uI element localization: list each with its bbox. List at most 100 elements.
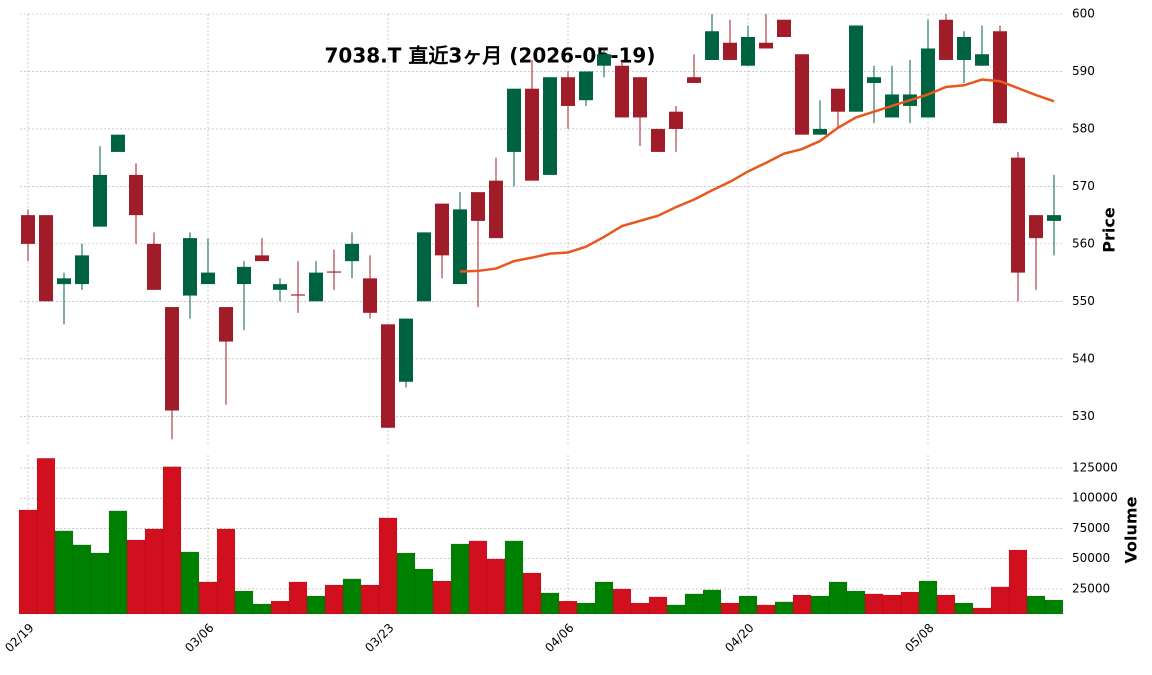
y-tick-label: 580 xyxy=(1072,121,1095,135)
candle-body xyxy=(471,192,485,221)
volume-bar xyxy=(774,601,794,615)
candle-body xyxy=(921,48,935,118)
candle-body xyxy=(777,19,791,37)
volume-tick-label: 100000 xyxy=(1072,491,1118,505)
volume-bar xyxy=(630,602,650,615)
volume-bar xyxy=(540,592,560,615)
candle-body xyxy=(831,88,845,112)
volume-bar xyxy=(468,540,488,615)
candle-body xyxy=(363,278,377,313)
volume-bar xyxy=(18,509,38,615)
candle-body xyxy=(237,266,251,285)
x-tick-label: 04/06 xyxy=(542,621,576,655)
y-tick-label: 550 xyxy=(1072,294,1095,308)
y-tick-label: 590 xyxy=(1072,64,1095,78)
candle-body xyxy=(21,215,35,244)
candle-body xyxy=(975,54,989,66)
volume-bar xyxy=(432,580,452,615)
volume-bar xyxy=(504,540,524,615)
volume-bar xyxy=(792,594,812,615)
volume-bar xyxy=(342,578,362,615)
candle-body xyxy=(867,77,881,83)
volume-bar xyxy=(972,607,992,615)
candle-body xyxy=(1011,157,1025,273)
candle-body xyxy=(615,65,629,118)
candle-body xyxy=(759,42,773,49)
candle-body xyxy=(57,278,71,285)
x-tick-label: 03/23 xyxy=(362,621,396,655)
volume-bar xyxy=(378,517,398,615)
volume-bar xyxy=(846,590,866,615)
volume-bar xyxy=(864,593,884,615)
candle-body xyxy=(129,174,143,216)
volume-bar xyxy=(360,584,380,615)
candle-body xyxy=(1029,215,1043,239)
volume-bar xyxy=(36,458,56,615)
candle-body xyxy=(525,88,539,181)
candle-body xyxy=(75,255,89,285)
volume-bar xyxy=(234,590,254,615)
volume-bar xyxy=(180,551,200,615)
volume-bar xyxy=(810,595,830,615)
y-tick-label: 560 xyxy=(1072,236,1095,250)
candle-body xyxy=(165,307,179,411)
volume-bar xyxy=(576,602,596,615)
volume-bar xyxy=(954,602,974,615)
volume-bar xyxy=(936,594,956,615)
candle-body xyxy=(381,324,395,428)
candle-body xyxy=(111,134,125,152)
volume-bar xyxy=(756,604,776,615)
candle-body xyxy=(561,77,575,106)
volume-axis-label: Volume xyxy=(1122,496,1141,563)
volume-bar xyxy=(738,595,758,615)
volume-bar xyxy=(126,539,146,615)
candle-body xyxy=(795,54,809,135)
volume-bar xyxy=(216,528,236,615)
volume-bar xyxy=(54,530,74,615)
moving-average xyxy=(459,78,1055,273)
candle-body xyxy=(579,71,593,101)
volume-bar xyxy=(684,593,704,615)
candle-body xyxy=(993,31,1007,124)
volume-bar xyxy=(72,544,92,615)
candle-body xyxy=(345,243,359,262)
y-axis-label: Price xyxy=(1100,207,1119,253)
candle-body xyxy=(633,77,647,118)
candle-body xyxy=(255,255,269,262)
candle-body xyxy=(399,318,413,382)
volume-bar xyxy=(648,596,668,615)
volume-bar xyxy=(90,552,110,615)
candle-body xyxy=(813,128,827,135)
volume-bar xyxy=(450,543,470,615)
volume-bar xyxy=(306,595,326,615)
candle-body xyxy=(291,294,305,296)
volume-bar xyxy=(198,581,218,615)
volume-bar xyxy=(414,568,434,615)
volume-bar xyxy=(1026,595,1046,615)
candle-body xyxy=(39,215,53,302)
volume-bar xyxy=(612,588,632,615)
volume-bar xyxy=(900,591,920,615)
candle-body xyxy=(597,54,611,66)
candle-body xyxy=(309,272,323,302)
candle-body xyxy=(507,88,521,152)
volume-bar xyxy=(522,572,542,615)
volume-bar xyxy=(396,552,416,615)
volume-bar xyxy=(486,558,506,615)
volume-tick-label: 50000 xyxy=(1072,551,1110,565)
candle-body xyxy=(435,203,449,256)
candle-body xyxy=(147,243,161,290)
candle-body xyxy=(93,174,107,227)
x-tick-label: 02/19 xyxy=(2,621,36,655)
candle-body xyxy=(543,77,557,175)
candle-body xyxy=(669,111,683,129)
candle-body xyxy=(957,36,971,60)
volume-bar xyxy=(252,603,272,615)
volume-tick-label: 125000 xyxy=(1072,460,1118,474)
candle-body xyxy=(201,272,215,285)
volume-bar xyxy=(1044,599,1064,615)
y-tick-label: 570 xyxy=(1072,179,1095,193)
volume-bar xyxy=(702,589,722,615)
candle-body xyxy=(723,42,737,60)
